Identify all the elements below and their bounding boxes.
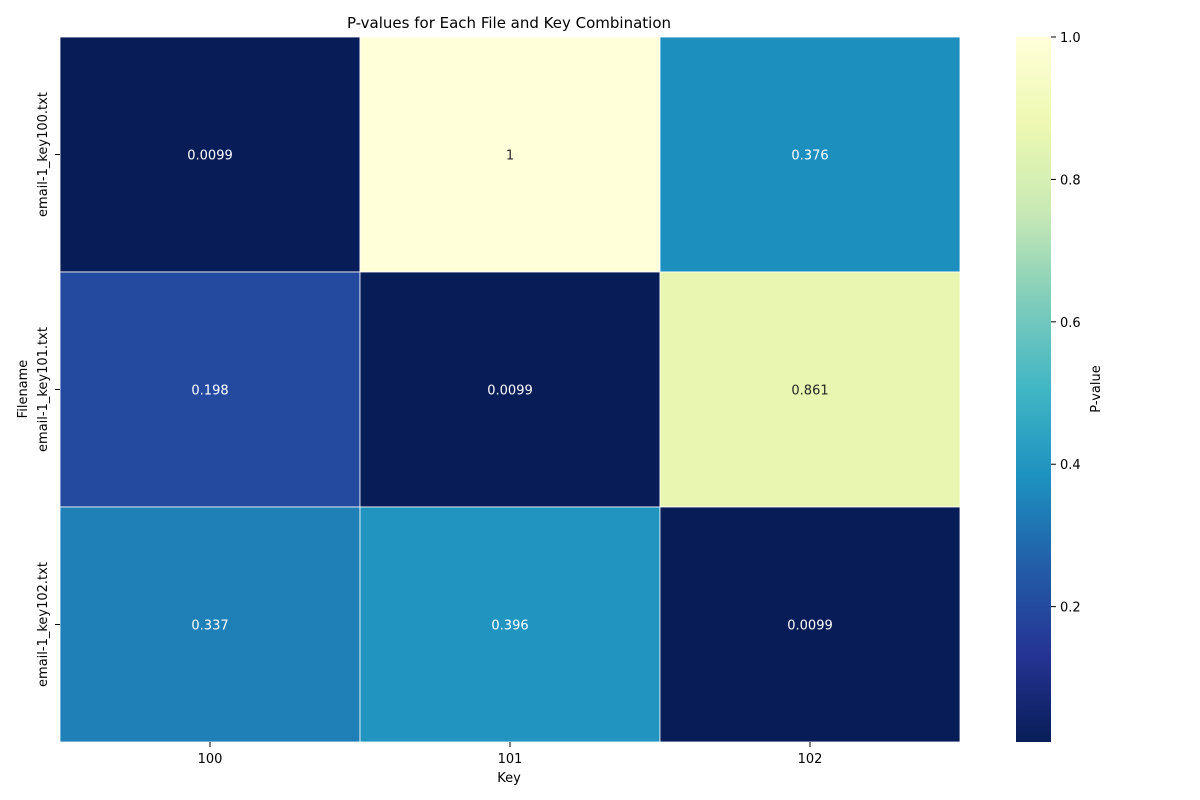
colorbar-tick-label: 0.2 — [1060, 601, 1081, 616]
heatmap-cell — [359, 271, 661, 508]
cell-value-label: 0.0099 — [187, 149, 233, 164]
x-tick-label: 102 — [798, 752, 823, 767]
heatmap-cell — [359, 36, 661, 273]
cell-value-label: 0.0099 — [487, 384, 533, 399]
heatmap-cell — [659, 36, 961, 273]
y-tick-label: email-1_key102.txt — [36, 562, 51, 687]
cell-value-label: 0.198 — [191, 384, 228, 399]
heatmap-cell-labels: 0.0099 1 0.376 0.198 0.0099 0.861 0.337 0.396 0.… — [187, 149, 833, 634]
y-tick-label: email-1_key101.txt — [36, 327, 51, 452]
colorbar-tick-label: 0.4 — [1060, 458, 1081, 473]
heatmap-cell — [359, 506, 661, 743]
y-tick-label: email-1_key100.txt — [36, 92, 51, 217]
heatmap-cells — [59, 36, 961, 743]
y-axis-ticks: email-1_key100.txt email-1_key101.txtemai… — [36, 92, 60, 687]
heatmap-cell — [59, 506, 361, 743]
cell-value-label: 0.861 — [791, 384, 828, 399]
cell-value-label: 0.337 — [191, 619, 228, 634]
cell-value-label: 0.376 — [791, 149, 828, 164]
colorbar-tick-label: 1.0 — [1060, 31, 1081, 46]
x-tick-label: 101 — [498, 752, 523, 767]
x-axis-label: Key — [497, 771, 521, 786]
heatmap-cell — [59, 36, 361, 273]
cell-value-label: 1 — [506, 149, 514, 164]
colorbar-label: P-value — [1089, 365, 1104, 412]
chart-title: P-values for Each File and Key Combinati… — [347, 14, 671, 32]
y-axis-label: Filename — [16, 360, 31, 419]
colorbar — [1016, 37, 1051, 742]
heatmap-cell — [659, 271, 961, 508]
colorbar-tick-label: 0.6 — [1060, 316, 1081, 331]
x-tick-label: 100 — [198, 752, 223, 767]
cell-value-label: 0.396 — [491, 619, 528, 634]
cell-value-label: 0.0099 — [787, 619, 833, 634]
colorbar-ticks: 0.2 0.4 0.6 0.8 1.0 — [1051, 31, 1081, 616]
colorbar-tick-label: 0.8 — [1060, 173, 1081, 188]
heatmap-cell — [59, 271, 361, 508]
x-axis-ticks: 100 101 102 — [198, 742, 823, 767]
